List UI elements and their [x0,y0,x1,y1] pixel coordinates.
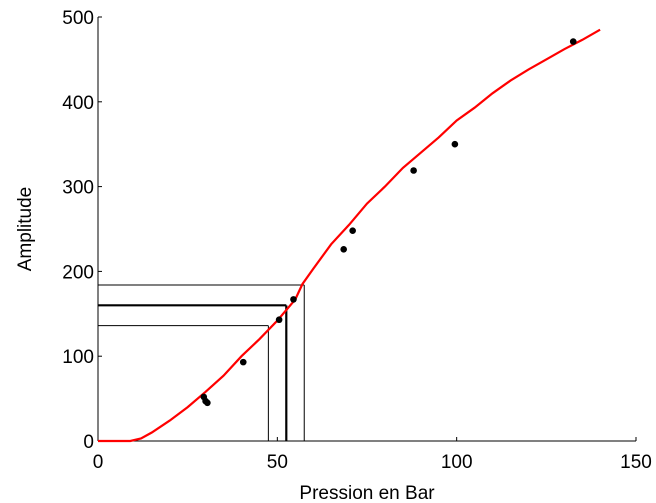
data-point [340,246,347,253]
y-tick-label: 0 [83,432,94,453]
data-point [204,399,211,407]
data-point [410,167,417,174]
data-point [451,140,459,148]
y-axis-label: Amplitude [15,187,36,272]
y-tick-label: 500 [62,8,94,29]
y-tick-label: 400 [62,93,94,114]
y-tick-label: 200 [62,262,94,283]
reading-guides [98,284,305,441]
x-tick-label: 150 [620,452,652,473]
x-tick-label: 50 [267,452,288,473]
data-point [239,358,247,366]
data-point [275,316,283,324]
x-axis-label: Pression en Bar [299,483,435,503]
data-points [200,38,577,407]
y-tick-label: 300 [62,178,94,199]
y-tick-label: 100 [62,347,94,368]
data-point [349,227,356,234]
fit-curve [98,28,601,443]
x-tick-label: 100 [441,452,473,473]
y-ticks: 0 100 200 300 400 500 [62,8,102,453]
plot-area: 0 100 200 300 400 500 0 50 100 150 [62,8,652,473]
x-tick-label: 0 [93,452,104,473]
data-point [569,38,577,45]
data-point [290,296,297,303]
x-ticks: 0 50 100 150 [93,437,652,473]
